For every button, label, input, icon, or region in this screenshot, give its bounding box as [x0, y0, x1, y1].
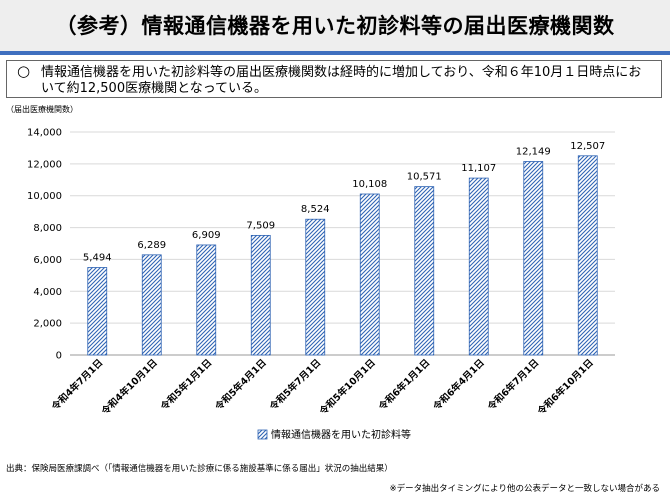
bullet-icon: ○	[17, 62, 31, 80]
bar	[141, 254, 162, 356]
bar	[414, 186, 435, 356]
bar-value-label: 5,494	[83, 252, 112, 263]
x-tick-label: 令和5年1月1日	[158, 357, 215, 414]
bar-value-label: 6,289	[137, 240, 166, 251]
bar	[250, 234, 271, 356]
disclaimer-note: ※データ抽出タイミングにより他の公表データと一致しない場合がある	[389, 484, 660, 494]
bar	[523, 161, 544, 356]
legend-label: 情報通信機器を用いた初診料等	[271, 428, 411, 441]
x-tick-label: 令和6年10月1日	[534, 357, 595, 418]
y-tick-label: 6,000	[33, 255, 62, 266]
bar-value-label: 11,107	[461, 163, 496, 174]
bar-value-label: 12,507	[570, 141, 605, 152]
legend-swatch	[257, 429, 268, 440]
y-tick-label: 14,000	[27, 128, 62, 139]
bar-chart: （届出医療機関数） 0 2,000 4,000 6,000 8,000 10,000 12,0…	[6, 104, 615, 441]
bar-value-label: 12,149	[516, 146, 551, 157]
bar-value-label: 6,909	[192, 230, 221, 241]
bar-value-label: 10,571	[407, 172, 442, 183]
bar	[359, 193, 380, 356]
page-title: （参考）情報通信機器を用いた初診料等の届出医療機関数	[55, 14, 615, 38]
bar-value-label: 8,524	[301, 204, 330, 215]
y-tick-label: 2,000	[33, 319, 62, 330]
bar	[87, 267, 108, 356]
x-tick-label: 令和6年7月1日	[485, 357, 542, 414]
y-tick-label: 12,000	[27, 159, 62, 170]
y-axis-label: （届出医療機関数）	[6, 104, 78, 114]
y-tick-label: 10,000	[27, 191, 62, 202]
y-tick-label: 4,000	[33, 287, 62, 298]
y-tick-label: 0	[56, 351, 62, 362]
summary-box: ○ 情報通信機器を用いた初診料等の届出医療機関数は経時的に増加しており、令和６年…	[6, 60, 662, 98]
x-tick-label: 令和4年10月1日	[98, 357, 159, 418]
bar	[468, 177, 489, 356]
bar-value-label: 10,108	[352, 179, 387, 190]
y-tick-label: 8,000	[33, 223, 62, 234]
summary-text: 情報通信機器を用いた初診料等の届出医療機関数は経時的に増加しており、令和６年10…	[41, 65, 642, 96]
bar	[196, 244, 217, 356]
x-tick-label: 令和5年7月1日	[267, 357, 324, 414]
x-tick-label: 令和6年4月1日	[430, 357, 487, 414]
x-tick-label: 令和6年1月1日	[376, 357, 433, 414]
title-bar: （参考）情報通信機器を用いた初診料等の届出医療機関数	[0, 0, 670, 55]
x-tick-label: 令和4年7月1日	[49, 357, 106, 414]
x-tick-label: 令和5年4月1日	[212, 357, 269, 414]
source-text: 出典：保険局医療課調べ（「情報通信機器を用いた診療に係る施設基準に係る届出」状況…	[6, 464, 393, 474]
bar	[577, 155, 598, 356]
bar	[305, 218, 326, 356]
x-tick-label: 令和5年10月1日	[316, 357, 377, 418]
bar-value-label: 7,509	[246, 220, 275, 231]
